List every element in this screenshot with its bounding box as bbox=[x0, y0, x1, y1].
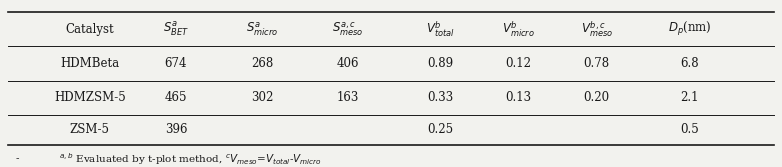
Text: 0.13: 0.13 bbox=[505, 91, 532, 104]
Text: 396: 396 bbox=[165, 123, 187, 136]
Text: 674: 674 bbox=[165, 57, 187, 70]
Text: $V_{meso}^{b,c}$: $V_{meso}^{b,c}$ bbox=[580, 19, 613, 39]
Text: HDMBeta: HDMBeta bbox=[60, 57, 120, 70]
Text: 302: 302 bbox=[251, 91, 273, 104]
Text: Catalyst: Catalyst bbox=[66, 23, 114, 36]
Text: 0.5: 0.5 bbox=[680, 123, 699, 136]
Text: 465: 465 bbox=[165, 91, 187, 104]
Text: $S_{BET}^{a}$: $S_{BET}^{a}$ bbox=[163, 20, 189, 38]
Text: $V_{micro}^{b}$: $V_{micro}^{b}$ bbox=[502, 19, 535, 39]
Text: 406: 406 bbox=[337, 57, 359, 70]
Text: 2.1: 2.1 bbox=[680, 91, 699, 104]
Text: 0.33: 0.33 bbox=[427, 91, 454, 104]
Text: 0.78: 0.78 bbox=[583, 57, 610, 70]
Text: 0.89: 0.89 bbox=[427, 57, 454, 70]
Text: $S_{meso}^{a,c}$: $S_{meso}^{a,c}$ bbox=[332, 20, 364, 38]
Text: $V_{total}^{b}$: $V_{total}^{b}$ bbox=[426, 19, 454, 39]
Text: 0.12: 0.12 bbox=[505, 57, 532, 70]
Text: $^{a,b}$ Evaluated by t-plot method, $^{c}V_{meso}$=$V_{total}$-$V_{micro}$: $^{a,b}$ Evaluated by t-plot method, $^{… bbox=[59, 151, 321, 167]
Text: 6.8: 6.8 bbox=[680, 57, 699, 70]
Text: $D_{p}$(nm): $D_{p}$(nm) bbox=[668, 20, 712, 38]
Text: 268: 268 bbox=[251, 57, 273, 70]
Text: HDMZSM-5: HDMZSM-5 bbox=[54, 91, 126, 104]
Text: -: - bbox=[16, 154, 19, 163]
Text: 0.20: 0.20 bbox=[583, 91, 610, 104]
Text: ZSM-5: ZSM-5 bbox=[70, 123, 110, 136]
Text: $S_{micro}^{a}$: $S_{micro}^{a}$ bbox=[246, 20, 278, 38]
Text: 0.25: 0.25 bbox=[427, 123, 454, 136]
Text: 163: 163 bbox=[337, 91, 359, 104]
